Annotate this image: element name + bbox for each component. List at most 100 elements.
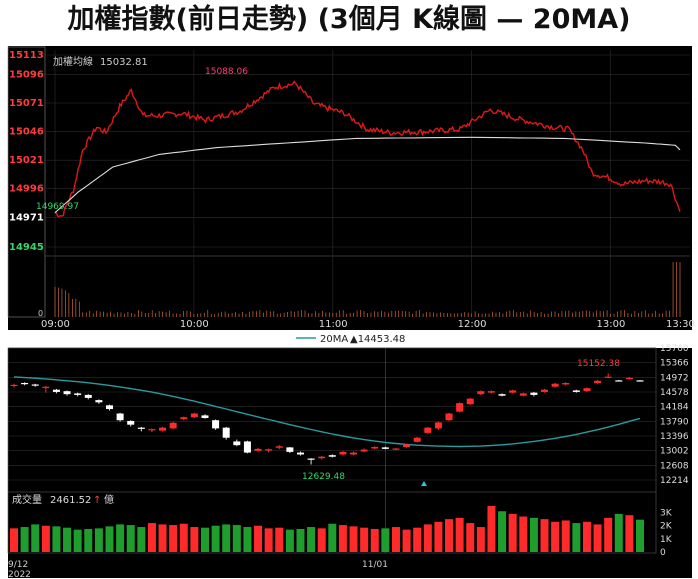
candle-body (339, 451, 347, 455)
candle-body (201, 415, 209, 418)
volume-bar (487, 506, 496, 552)
intraday-yaxis (7, 46, 46, 318)
intraday-y-tick: 14971 (9, 212, 44, 223)
volume-bar (73, 529, 82, 552)
volume-bar (20, 527, 29, 552)
volume-bar (10, 528, 18, 552)
volume-bar (582, 521, 591, 552)
volume-bar (158, 524, 167, 552)
volume-bar (529, 517, 538, 552)
candle-body (105, 405, 113, 410)
candle-body (180, 417, 188, 420)
page-title: 加權指數(前日走勢) (3個月 K線圖 — 20MA) (67, 4, 631, 35)
candle-body (265, 449, 273, 451)
candle-body (222, 427, 230, 438)
kline-low-label: 12629.48 (302, 472, 345, 482)
volume-bar (63, 527, 72, 552)
kline-year-label: 2022 (8, 570, 31, 579)
volume-bar (551, 521, 560, 552)
volume-bar (593, 524, 602, 552)
volume-legend-value: 2461.52 (50, 495, 91, 506)
intraday-y-tick: 14945 (9, 242, 44, 253)
candle-body (42, 386, 50, 388)
candle-body (424, 427, 432, 433)
ma20-line (13, 376, 641, 448)
volume-bar (222, 524, 231, 552)
candle-body (233, 441, 241, 446)
candle-body (350, 452, 358, 455)
volume-bar (636, 519, 644, 552)
volume-bar (190, 527, 199, 552)
candle-body (275, 446, 283, 448)
candle-body (381, 447, 389, 449)
kline-y-tick: 14972 (660, 373, 689, 383)
intraday-high-label: 15088.06 (205, 67, 248, 77)
candle-body (625, 377, 633, 379)
intraday-x-tick: 10:00 (180, 319, 209, 330)
volume-bar (434, 521, 443, 552)
volume-bar (381, 528, 390, 552)
candle-body (434, 422, 442, 429)
volume-bar (254, 525, 263, 552)
volume-bar (264, 528, 273, 552)
candle-body (519, 393, 527, 396)
volume-bar (147, 523, 156, 552)
intraday-y-tick: 15113 (9, 50, 44, 61)
volume-bar (105, 526, 114, 552)
kline-y-tick: 12214 (660, 476, 689, 486)
candle-body (127, 420, 135, 425)
kline-y-tick: 15366 (660, 359, 689, 369)
candle-body (148, 429, 156, 431)
intraday-y-tick: 14996 (9, 184, 44, 195)
volume-bar (455, 517, 464, 552)
volume-bar (370, 529, 379, 552)
intraday-y-tick: 15071 (9, 98, 44, 109)
volume-bar (84, 529, 93, 552)
volume-bar (169, 525, 178, 552)
candle-body (169, 422, 177, 429)
volume-bar (41, 525, 50, 552)
ma-legend-value: ▲14453.48 (350, 334, 405, 345)
candle-body (116, 413, 124, 421)
candle-body (286, 447, 294, 452)
candle-body (392, 448, 400, 450)
volume-bar (338, 525, 347, 552)
volume-y-tick: 2K (660, 522, 673, 532)
intraday-x-tick: 09:00 (41, 319, 70, 330)
volume-bar (413, 527, 422, 552)
candle-body (562, 382, 570, 385)
candle-body (413, 437, 421, 442)
volume-y-tick: 1K (660, 535, 673, 545)
candle-body (10, 384, 18, 387)
intraday-legend-value: 15032.81 (100, 57, 148, 68)
volume-y-tick: 0 (660, 548, 666, 558)
volume-bar (317, 528, 326, 552)
candle-body (307, 458, 315, 460)
candle-body (328, 455, 336, 457)
volume-bar (179, 523, 188, 552)
candle-body (63, 391, 71, 395)
candle-body (254, 448, 262, 451)
candle-body (487, 391, 495, 393)
kline-high-label: 15152.38 (577, 359, 620, 369)
candle-body (615, 380, 623, 382)
volume-bar (476, 527, 485, 552)
candle-body (604, 376, 612, 378)
candle-body (318, 456, 326, 459)
volume-bar (604, 517, 613, 552)
volume-bar (540, 519, 549, 552)
candle-body (477, 391, 485, 395)
candle-body (212, 420, 220, 429)
kline-y-tick: 14184 (660, 403, 689, 413)
volume-bar (116, 524, 125, 552)
volume-bar (519, 516, 528, 552)
kline-y-tick: 13396 (660, 432, 689, 442)
intraday-x-tick: 11:00 (319, 319, 348, 330)
intraday-average-line (54, 136, 681, 214)
intraday-y-tick: 15021 (9, 155, 44, 166)
intraday-low-label: 14969.97 (36, 202, 79, 212)
triangle-marker-icon (421, 481, 427, 486)
ma-legend-strip (8, 330, 692, 347)
kline-y-tick: 13790 (660, 417, 689, 427)
